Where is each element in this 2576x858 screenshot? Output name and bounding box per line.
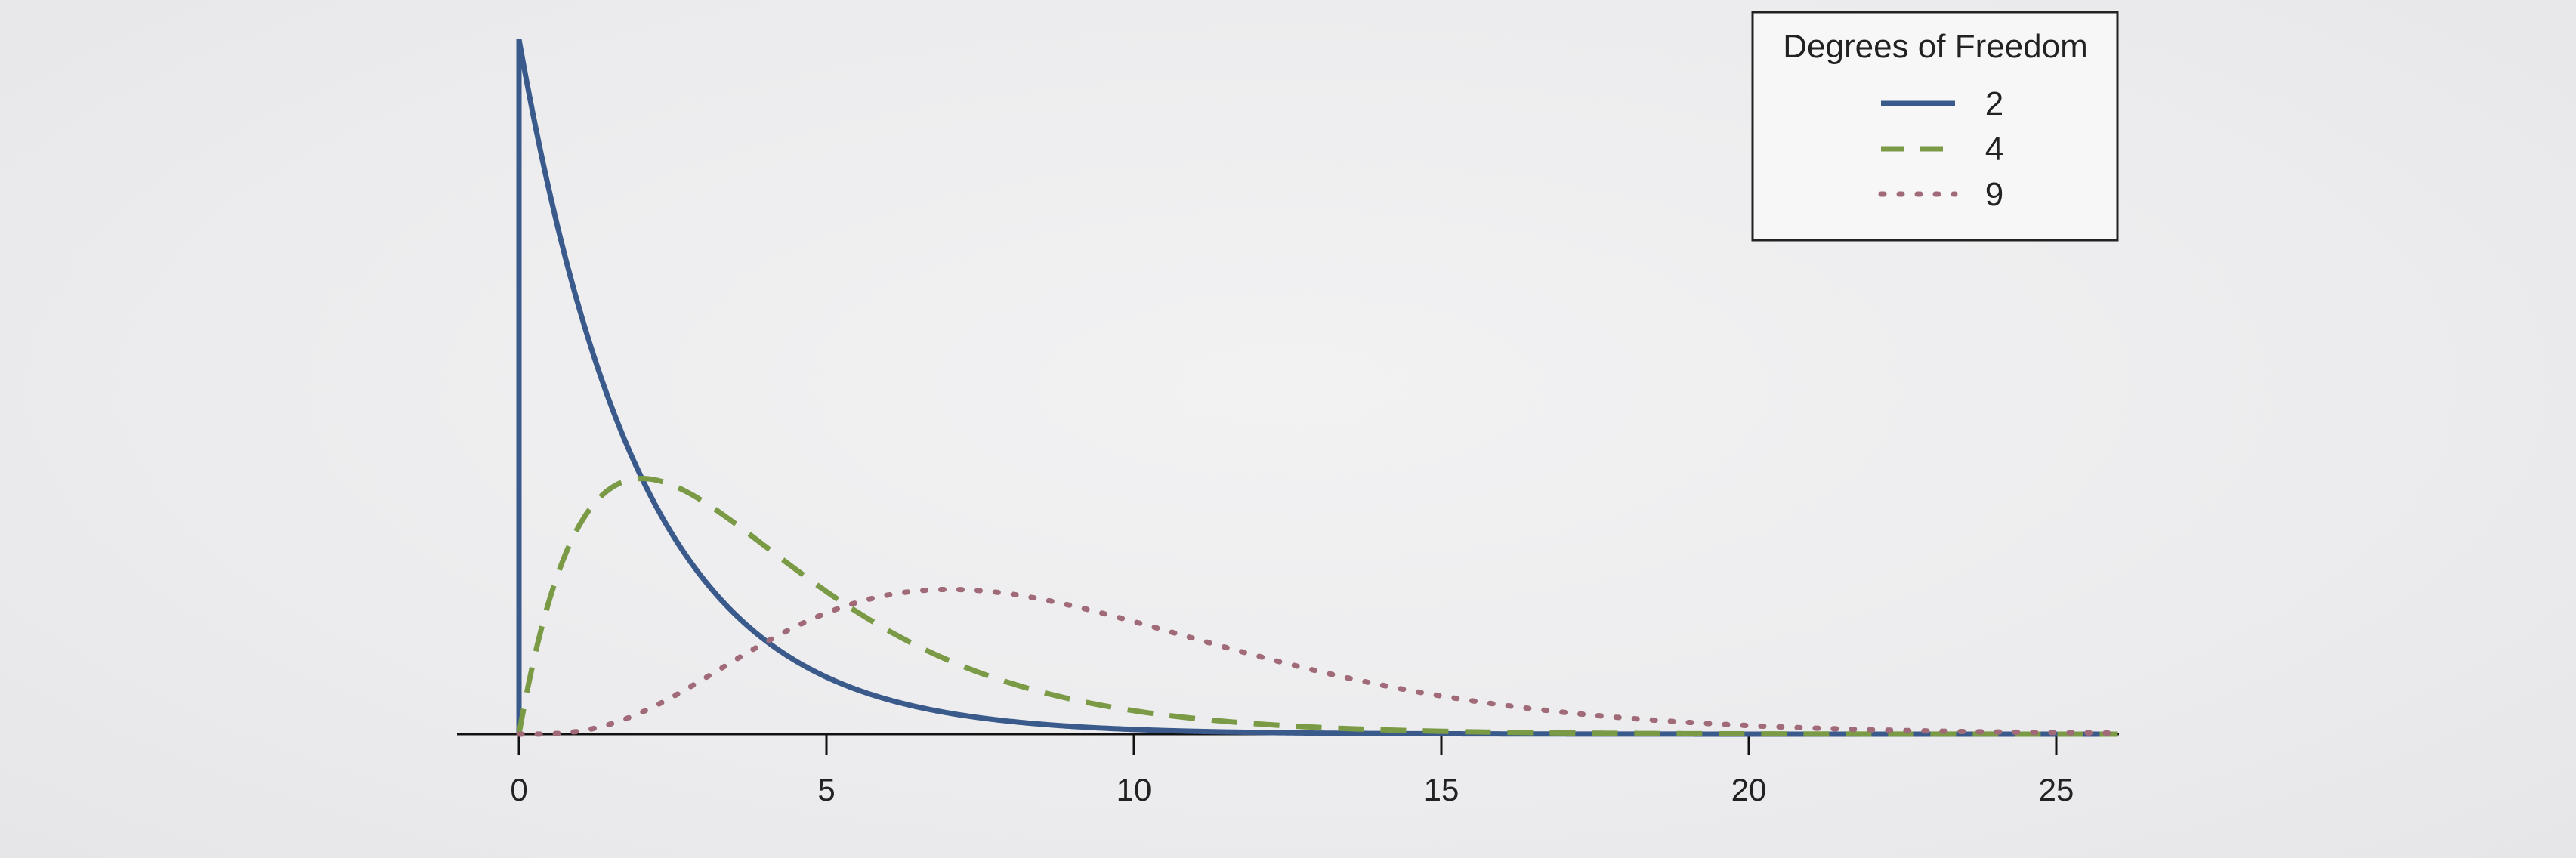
- legend: Degrees of Freedom 2 4 9: [1751, 11, 2119, 242]
- x-tick-label: 20: [1731, 772, 1767, 807]
- x-axis-ticks: 0 5 10 15 20 25: [510, 734, 2074, 807]
- legend-items: 2 4 9: [1878, 85, 2003, 213]
- x-tick-label: 0: [510, 772, 527, 807]
- series-line-df-9: [516, 586, 2120, 737]
- x-tick-label: 5: [817, 772, 835, 807]
- x-tick-label: 15: [1424, 772, 1459, 807]
- density-curves: [516, 39, 2120, 737]
- legend-label-df-4: 4: [1985, 131, 2003, 168]
- legend-label-df-2: 2: [1985, 85, 2003, 122]
- legend-label-df-9: 9: [1985, 176, 2003, 213]
- legend-title: Degrees of Freedom: [1783, 28, 2088, 65]
- series-line-df-4: [516, 476, 2118, 737]
- x-tick-label: 25: [2039, 772, 2074, 807]
- legend-box: [1751, 11, 2119, 242]
- x-tick-label: 10: [1117, 772, 1152, 807]
